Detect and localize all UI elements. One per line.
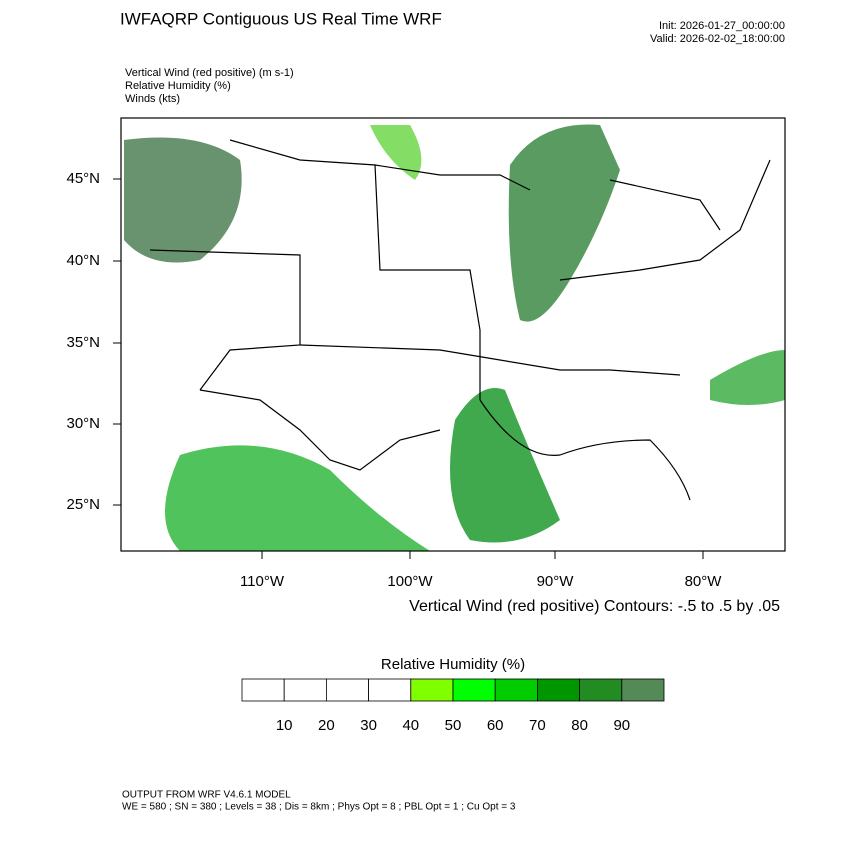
colorbar-label: 40	[402, 717, 419, 734]
colorbar-box	[283, 678, 327, 702]
footer-line: WE = 580 ; SN = 380 ; Levels = 38 ; Dis …	[122, 802, 516, 813]
colorbar-box	[621, 678, 665, 702]
field-name: Winds (kts)	[125, 93, 180, 105]
colorbar-label: 20	[318, 717, 335, 734]
colorbar-title: Relative Humidity (%)	[381, 656, 525, 673]
lat-label: 25°N	[66, 496, 100, 513]
lon-label: 100°W	[387, 573, 433, 590]
colorbar-label: 80	[571, 717, 588, 734]
colorbar-box	[241, 678, 285, 702]
init-time: Init: 2026-01-27_00:00:00	[659, 20, 785, 32]
colorbar-box	[494, 678, 538, 702]
colorbar-label: 30	[360, 717, 377, 734]
map	[120, 117, 786, 552]
humidity-areas	[124, 124, 785, 551]
lat-label: 40°N	[66, 252, 100, 269]
colorbar-box	[537, 678, 581, 702]
lat-label: 45°N	[66, 170, 100, 187]
colorbar-box	[368, 678, 412, 702]
title: IWFAQRP Contiguous US Real Time WRF	[120, 9, 442, 28]
lon-label: 80°W	[685, 573, 723, 590]
colorbar-box	[579, 678, 623, 702]
colorbar-label: 60	[487, 717, 504, 734]
colorbar-label: 90	[613, 717, 630, 734]
map-frame	[120, 117, 786, 552]
field-name: Vertical Wind (red positive) (m s-1)	[125, 67, 294, 79]
boundaries	[149, 139, 771, 501]
contour-note: Vertical Wind (red positive) Contours: -…	[409, 598, 780, 615]
field-name: Relative Humidity (%)	[125, 80, 231, 92]
colorbar-box	[452, 678, 496, 702]
colorbar-label: 10	[276, 717, 293, 734]
lat-label: 30°N	[66, 415, 100, 432]
lon-label: 110°W	[240, 573, 285, 590]
lon-label: 90°W	[537, 573, 575, 590]
lat-label: 35°N	[66, 334, 100, 351]
colorbar-label: 70	[529, 717, 546, 734]
colorbar-box	[325, 678, 369, 702]
colorbar-box	[410, 678, 454, 702]
colorbar-label: 50	[445, 717, 462, 734]
valid-time: Valid: 2026-02-02_18:00:00	[650, 33, 785, 45]
footer-line: OUTPUT FROM WRF V4.6.1 MODEL	[122, 790, 291, 801]
